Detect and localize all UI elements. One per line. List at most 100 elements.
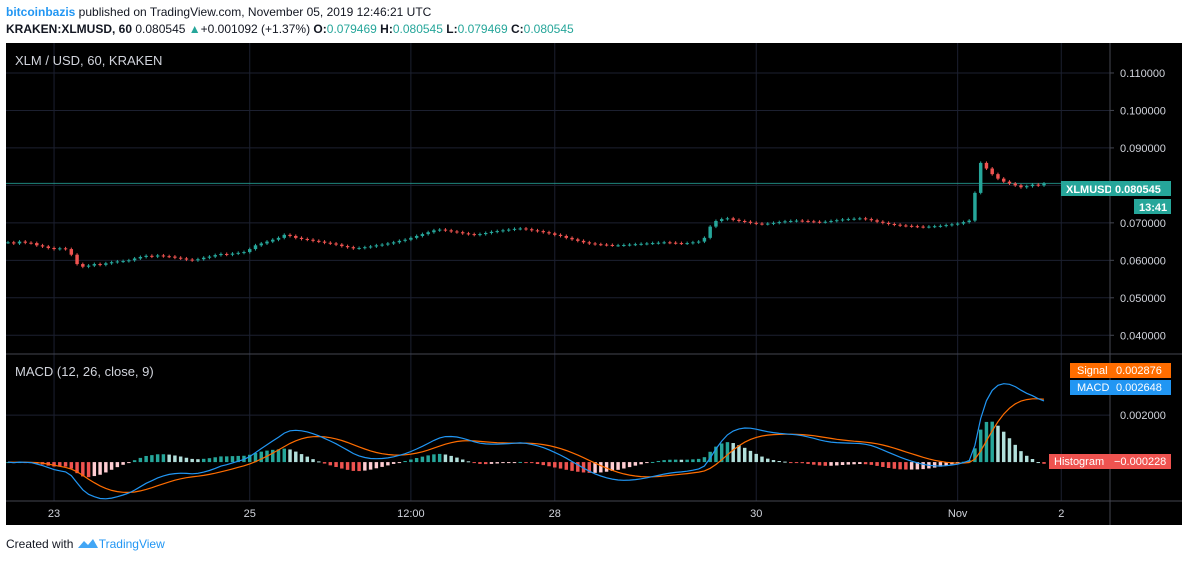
- chart-header: bitcoinbazis published on TradingView.co…: [6, 4, 574, 38]
- candle-body: [679, 243, 684, 245]
- histogram-bar: [881, 462, 885, 467]
- candle-body: [898, 224, 902, 226]
- candle-body: [317, 240, 321, 242]
- candle-body: [224, 253, 229, 255]
- candle-body: [81, 264, 85, 267]
- price-tag-value: 0.080545: [1115, 184, 1161, 196]
- candle-body: [12, 242, 16, 244]
- histogram-bar: [921, 462, 925, 470]
- price-axis[interactable]: 0.1100000.1000000.0900000.0800000.070000…: [1110, 68, 1166, 422]
- histogram-bar: [81, 462, 85, 477]
- candle-body: [581, 240, 586, 243]
- histogram-bar: [904, 462, 908, 470]
- open-value: 0.079469: [326, 22, 377, 36]
- histogram-bar: [898, 462, 902, 470]
- candle-body: [846, 219, 851, 221]
- histogram-bar: [558, 462, 563, 469]
- candle-body: [489, 231, 494, 233]
- candle-body: [748, 221, 753, 223]
- histogram-bar: [328, 462, 333, 466]
- candle-body: [127, 260, 131, 262]
- candle-body: [535, 230, 540, 232]
- candle-body: [1036, 184, 1040, 186]
- candle-body: [236, 252, 240, 254]
- histogram-bar: [760, 456, 764, 463]
- histogram-bar: [581, 462, 586, 473]
- histogram-bar: [553, 462, 557, 468]
- candle-body: [789, 220, 793, 222]
- histogram-bar: [610, 462, 615, 471]
- candle-body: [1019, 185, 1023, 188]
- candle-body: [909, 225, 914, 227]
- candle-body: [414, 235, 419, 238]
- author-name[interactable]: bitcoinbazis: [6, 5, 76, 19]
- histogram-bar: [719, 443, 724, 463]
- histogram-bar: [909, 462, 914, 470]
- candle-body: [271, 239, 275, 242]
- candle-body: [944, 225, 948, 227]
- macd-tag-bg: [1111, 380, 1171, 395]
- histogram-bar: [1042, 462, 1046, 464]
- candle-body: [858, 218, 862, 220]
- candle-body: [52, 247, 56, 250]
- histogram-bar: [599, 462, 603, 473]
- histogram-bar: [691, 459, 695, 463]
- histogram-bar: [368, 462, 373, 470]
- candle-body: [288, 234, 292, 236]
- candle-body: [478, 234, 482, 236]
- histogram-bar: [345, 462, 350, 470]
- histogram-bar: [645, 462, 649, 464]
- histogram-bar: [1001, 431, 1006, 463]
- candle-body: [391, 242, 396, 244]
- histogram-bar: [161, 454, 166, 463]
- candle-body: [737, 219, 741, 221]
- candle-body: [253, 245, 258, 250]
- histogram-bar: [478, 462, 482, 464]
- candle-body: [155, 255, 160, 257]
- price-tag: XLMUSD 0.080545 13:41: [1061, 181, 1171, 214]
- histogram-bar: [840, 462, 845, 465]
- candle-body: [587, 242, 592, 244]
- candle-body: [357, 247, 361, 249]
- histogram-bar: [69, 462, 74, 469]
- candle-body: [662, 242, 666, 244]
- high-value: 0.080545: [392, 22, 443, 36]
- candle-body: [144, 255, 148, 257]
- close-value: 0.080545: [523, 22, 574, 36]
- tradingview-brand[interactable]: TradingView: [98, 537, 165, 551]
- histogram-bar: [789, 462, 793, 464]
- candle-body: [1001, 178, 1006, 182]
- histogram-bar: [420, 456, 425, 463]
- candle-body: [311, 239, 315, 241]
- y-tick-label: 0.100000: [1120, 105, 1166, 117]
- histogram-bar: [271, 449, 275, 463]
- candle-body: [921, 226, 925, 228]
- histogram-bar: [409, 459, 413, 463]
- candle-body: [927, 226, 931, 228]
- candle-body: [1030, 184, 1035, 187]
- histogram-bar: [305, 456, 310, 463]
- histogram-bar: [437, 453, 442, 463]
- candle-body: [627, 244, 632, 246]
- candle-body: [328, 242, 333, 244]
- histogram-bar: [109, 462, 114, 470]
- histogram-bar: [466, 461, 471, 463]
- histogram-bar: [317, 461, 321, 463]
- y-tick-label: 0.050000: [1120, 293, 1166, 305]
- candle-body: [823, 221, 828, 223]
- histogram-bar: [86, 462, 91, 478]
- histogram-bar: [414, 458, 419, 463]
- candle-body: [173, 256, 177, 258]
- candle-body: [75, 254, 79, 265]
- macd-title: MACD (12, 26, close, 9): [15, 364, 154, 379]
- candle-body: [1025, 186, 1029, 188]
- candle-body: [466, 233, 471, 235]
- histogram-bar: [58, 462, 62, 467]
- macd-pane: [6, 383, 1046, 500]
- candle-body: [685, 243, 689, 245]
- candle-body: [599, 244, 603, 246]
- chart-canvas[interactable]: 0.1100000.1000000.0900000.0800000.070000…: [6, 43, 1182, 525]
- histogram-bar: [374, 462, 379, 469]
- candle-body: [673, 242, 678, 244]
